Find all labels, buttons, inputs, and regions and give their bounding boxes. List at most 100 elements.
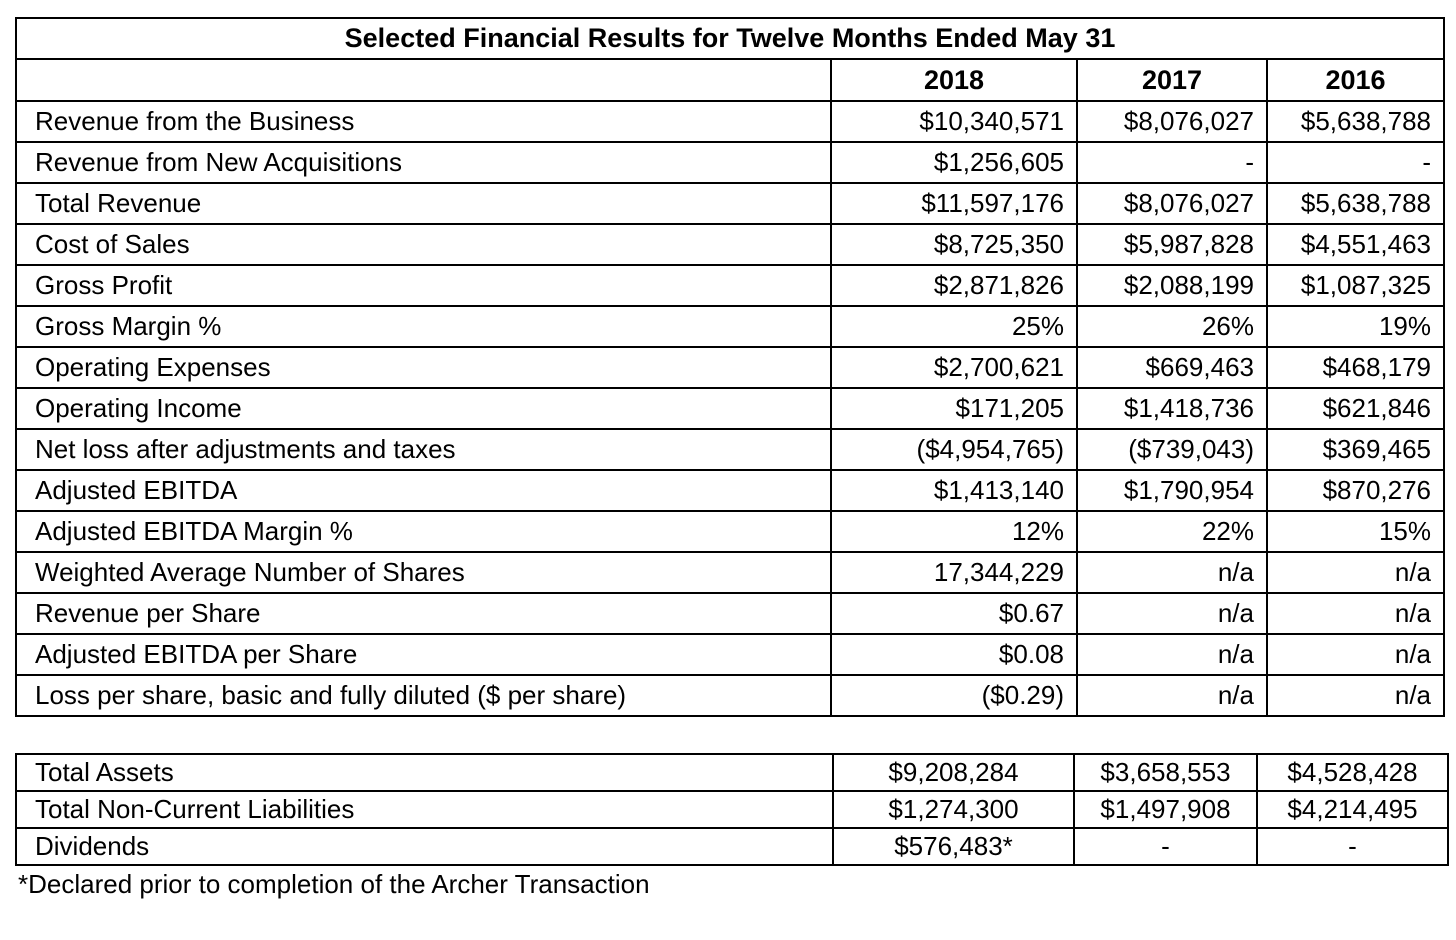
- column-header-2017: 2017: [1076, 58, 1268, 102]
- value-2016: $369,465: [1265, 428, 1446, 471]
- value-2016: $621,846: [1265, 387, 1446, 430]
- value-2016: $1,087,325: [1265, 264, 1446, 307]
- row-label: Gross Profit: [15, 264, 832, 307]
- row-label: Gross Margin %: [15, 305, 832, 348]
- table-row: Gross Profit $2,871,826 $2,088,199 $1,087,3…: [15, 264, 1446, 307]
- value-2018: ($0.29): [830, 674, 1078, 717]
- value-2017: -: [1073, 827, 1258, 866]
- value-2017: n/a: [1076, 551, 1268, 594]
- table-title: Selected Financial Results for Twelve Mo…: [14, 17, 1446, 60]
- value-2017: $3,658,553: [1073, 753, 1258, 792]
- value-2018: 12%: [830, 510, 1078, 553]
- value-2018: $9,208,284: [832, 753, 1075, 792]
- table-row: Adjusted EBITDA per Share $0.08 n/a n/a: [15, 633, 1446, 676]
- value-2017: $1,790,954: [1076, 469, 1268, 512]
- row-label: Operating Expenses: [15, 346, 832, 389]
- row-label: Loss per share, basic and fully diluted …: [15, 674, 832, 717]
- value-2018: $10,340,571: [830, 100, 1078, 143]
- value-2017: n/a: [1076, 592, 1268, 635]
- row-label: Total Non-Current Liabilities: [15, 790, 834, 829]
- row-label: Revenue from New Acquisitions: [15, 141, 832, 184]
- row-label: Adjusted EBITDA: [15, 469, 832, 512]
- income-statement-rows: Revenue from the Business $10,340,571 $8,0…: [15, 100, 1446, 717]
- financial-results-page: Selected Financial Results for Twelve Mo…: [14, 17, 1449, 899]
- value-2018: $0.67: [830, 592, 1078, 635]
- value-2017: ($739,043): [1076, 428, 1268, 471]
- column-header-2018: 2018: [830, 58, 1078, 102]
- value-2017: n/a: [1076, 674, 1268, 717]
- value-2017: $1,418,736: [1076, 387, 1268, 430]
- value-2018: $1,413,140: [830, 469, 1078, 512]
- table-row: Adjusted EBITDA Margin % 12% 22% 15%: [15, 510, 1446, 553]
- footnote: *Declared prior to completion of the Arc…: [18, 869, 650, 899]
- value-2016: $870,276: [1265, 469, 1446, 512]
- table-row: Net loss after adjustments and taxes ($4,…: [15, 428, 1446, 471]
- value-2016: $5,638,788: [1265, 100, 1446, 143]
- value-2018: $2,700,621: [830, 346, 1078, 389]
- value-2016: n/a: [1265, 551, 1446, 594]
- table-row: Operating Income $171,205 $1,418,736 $621,8…: [15, 387, 1446, 430]
- table-row: Loss per share, basic and fully diluted …: [15, 674, 1446, 717]
- value-2018: ($4,954,765): [830, 428, 1078, 471]
- value-2018: $576,483*: [832, 827, 1075, 866]
- row-label: Revenue per Share: [15, 592, 832, 635]
- table-row: Operating Expenses $2,700,621 $669,463 $468…: [15, 346, 1446, 389]
- balance-sheet-rows: Total Assets $9,208,284 $3,658,553 $4,528,4…: [15, 753, 1449, 866]
- value-2017: $1,497,908: [1073, 790, 1258, 829]
- row-label: Revenue from the Business: [15, 100, 832, 143]
- value-2018: 25%: [830, 305, 1078, 348]
- value-2016: 19%: [1265, 305, 1446, 348]
- value-2016: n/a: [1265, 633, 1446, 676]
- value-2017: $8,076,027: [1076, 100, 1268, 143]
- table-row: Dividends $576,483* - -: [15, 827, 1449, 866]
- value-2016: $4,214,495: [1256, 790, 1449, 829]
- table-row: Gross Margin % 25% 26% 19%: [15, 305, 1446, 348]
- row-label: Operating Income: [15, 387, 832, 430]
- value-2017: $2,088,199: [1076, 264, 1268, 307]
- table-row: Weighted Average Number of Shares 17,344,…: [15, 551, 1446, 594]
- value-2017: n/a: [1076, 633, 1268, 676]
- value-2017: 26%: [1076, 305, 1268, 348]
- value-2018: $1,256,605: [830, 141, 1078, 184]
- row-label: Adjusted EBITDA Margin %: [15, 510, 832, 553]
- value-2018: $11,597,176: [830, 182, 1078, 225]
- value-2017: $8,076,027: [1076, 182, 1268, 225]
- row-label: Adjusted EBITDA per Share: [15, 633, 832, 676]
- value-2017: 22%: [1076, 510, 1268, 553]
- value-2016: $4,551,463: [1265, 223, 1446, 266]
- value-2016: $4,528,428: [1256, 753, 1449, 792]
- empty-header-cell: [15, 58, 832, 102]
- balance-sheet-table: Total Assets $9,208,284 $3,658,553 $4,528,4…: [15, 753, 1449, 866]
- value-2016: -: [1265, 141, 1446, 184]
- row-label: Cost of Sales: [15, 223, 832, 266]
- value-2016: $468,179: [1265, 346, 1446, 389]
- value-2017: $5,987,828: [1076, 223, 1268, 266]
- value-2016: 15%: [1265, 510, 1446, 553]
- value-2017: $669,463: [1076, 346, 1268, 389]
- row-label: Weighted Average Number of Shares: [15, 551, 832, 594]
- year-header-row: 2018 2017 2016: [15, 58, 1446, 102]
- value-2016: $5,638,788: [1265, 182, 1446, 225]
- table-row: Total Revenue $11,597,176 $8,076,027 $5,638…: [15, 182, 1446, 225]
- value-2016: -: [1256, 827, 1449, 866]
- table-row: Revenue from the Business $10,340,571 $8,0…: [15, 100, 1446, 143]
- table-row: Revenue from New Acquisitions $1,256,605-…: [15, 141, 1446, 184]
- table-row: Total Assets $9,208,284 $3,658,553 $4,528,4…: [15, 753, 1449, 792]
- column-header-2016: 2016: [1265, 58, 1446, 102]
- value-2018: $0.08: [830, 633, 1078, 676]
- table-row: Cost of Sales $8,725,350 $5,987,828 $4,551,…: [15, 223, 1446, 266]
- value-2018: $1,274,300: [832, 790, 1075, 829]
- row-label: Total Revenue: [15, 182, 832, 225]
- value-2018: $2,871,826: [830, 264, 1078, 307]
- value-2017: -: [1076, 141, 1268, 184]
- selected-financial-results-table: Selected Financial Results for Twelve Mo…: [14, 17, 1446, 717]
- value-2016: n/a: [1265, 674, 1446, 717]
- row-label: Dividends: [15, 827, 834, 866]
- value-2016: n/a: [1265, 592, 1446, 635]
- value-2018: 17,344,229: [830, 551, 1078, 594]
- title-row: Selected Financial Results for Twelve Mo…: [14, 17, 1446, 60]
- table-row: Revenue per Share $0.67 n/a n/a: [15, 592, 1446, 635]
- table-row: Adjusted EBITDA $1,413,140 $1,790,954 $870,…: [15, 469, 1446, 512]
- row-label: Net loss after adjustments and taxes: [15, 428, 832, 471]
- value-2018: $8,725,350: [830, 223, 1078, 266]
